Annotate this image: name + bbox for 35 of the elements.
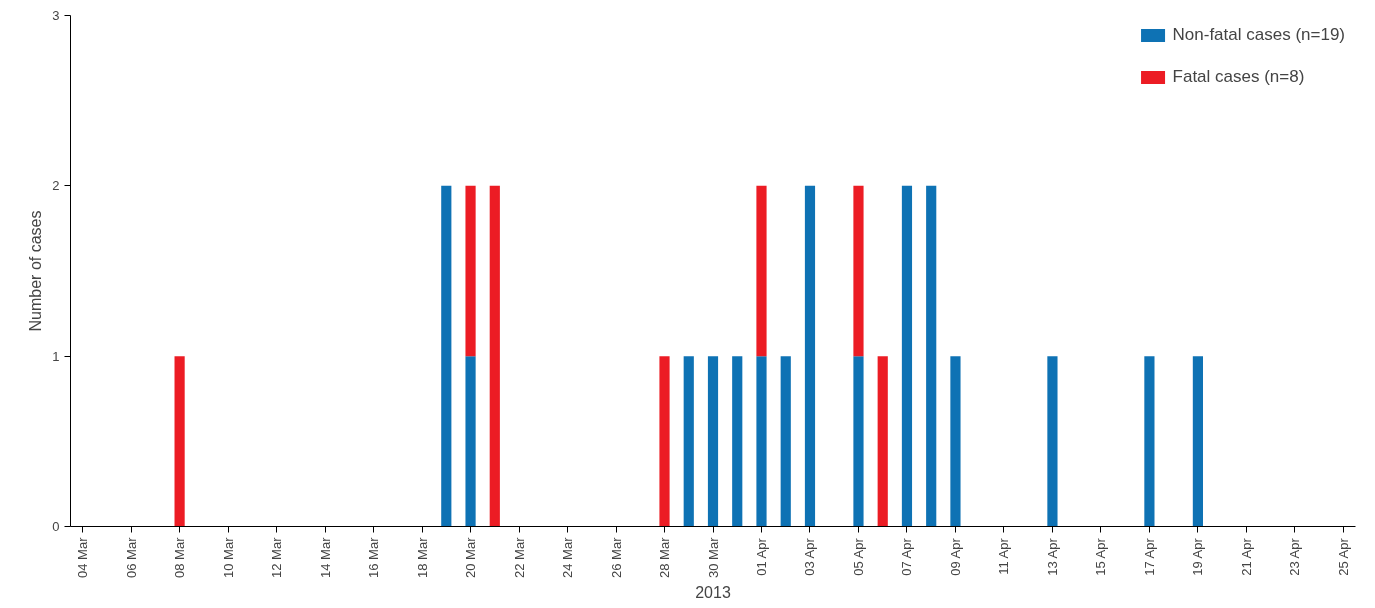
y-tick-label: 2 [52, 178, 60, 194]
x-tick-label: 24 Mar [560, 536, 576, 578]
x-tick-label: 22 Mar [511, 536, 527, 578]
x-tick-label: 26 Mar [608, 536, 624, 578]
y-tick-label: 3 [52, 8, 60, 23]
x-tick-label: 04 Mar [75, 536, 91, 578]
y-axis-title: Number of cases [27, 210, 45, 332]
x-tick-label: 15 Apr [1093, 537, 1109, 576]
x-tick-label: 12 Mar [269, 536, 285, 578]
legend-label: Non-fatal cases (n=19) [1172, 25, 1345, 45]
x-tick-label: 01 Apr [753, 537, 769, 576]
x-tick-label: 25 Apr [1335, 537, 1351, 576]
x-tick-label: 07 Apr [899, 537, 915, 576]
x-tick-label: 13 Apr [1044, 537, 1060, 576]
x-tick-label: 16 Mar [366, 536, 382, 578]
x-tick-label: 11 Apr [996, 537, 1012, 575]
x-tick-label: 17 Apr [1141, 537, 1157, 576]
x-tick-label: 30 Mar [705, 536, 721, 578]
legend-label: Fatal cases (n=8) [1172, 67, 1305, 87]
x-tick-label: 08 Mar [172, 536, 188, 578]
y-tick-label: 0 [52, 519, 60, 534]
x-tick-label: 23 Apr [1287, 537, 1303, 576]
y-tick-label: 1 [52, 348, 60, 364]
x-tick-label: 09 Apr [947, 537, 963, 576]
x-axis-title: 2013 [695, 583, 731, 601]
x-tick-label: 28 Mar [657, 536, 673, 578]
x-tick-label: 20 Mar [463, 536, 479, 578]
x-tick-label: 14 Mar [317, 536, 333, 578]
x-tick-label: 19 Apr [1190, 537, 1206, 576]
x-tick-label: 21 Apr [1238, 537, 1254, 576]
x-tick-label: 10 Mar [220, 536, 236, 578]
x-tick-label: 18 Mar [414, 536, 430, 578]
x-tick-label: 06 Mar [123, 536, 139, 578]
x-tick-label: 03 Apr [802, 537, 818, 576]
x-tick-label: 05 Apr [850, 537, 866, 576]
